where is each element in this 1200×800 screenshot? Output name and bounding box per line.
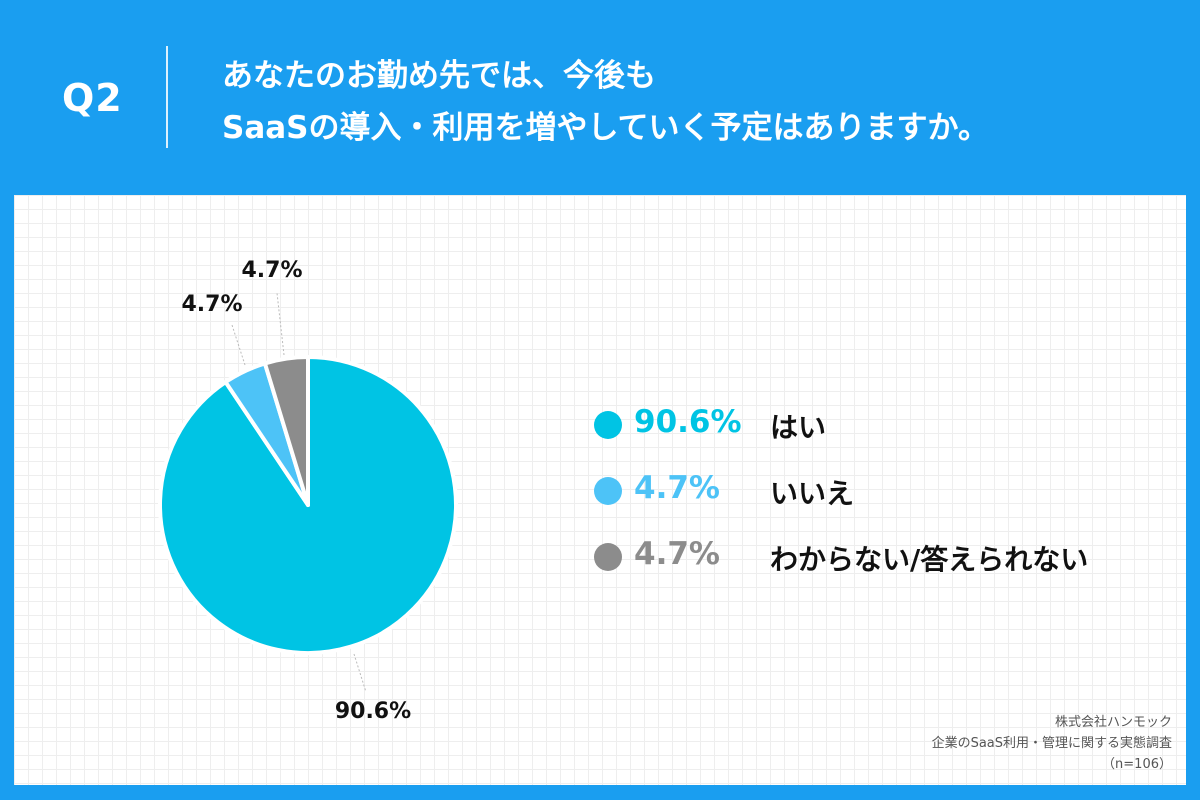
data-label: 90.6% bbox=[335, 699, 411, 724]
legend-swatch bbox=[594, 477, 622, 505]
question-title-line-1: あなたのお勤め先では、今後も bbox=[222, 58, 656, 94]
legend-swatch bbox=[594, 543, 622, 571]
data-label: 4.7% bbox=[241, 258, 302, 283]
header-divider bbox=[166, 46, 168, 148]
legend-label: わからない/答えられない bbox=[770, 543, 1089, 576]
pie-slice-unknown bbox=[262, 355, 310, 507]
legend-swatch bbox=[594, 411, 622, 439]
data-label: 4.7% bbox=[181, 292, 242, 317]
source-survey: 企業のSaaS利用・管理に関する実態調査 bbox=[931, 736, 1172, 751]
legend-value: 90.6% bbox=[634, 404, 742, 440]
legend-label: はい bbox=[770, 411, 827, 444]
question-title: あなたのお勤め先では、今後も SaaSの導入・利用を増やしていく予定はありますか… bbox=[222, 50, 989, 154]
header: Q2 あなたのお勤め先では、今後も SaaSの導入・利用を増やしていく予定はあり… bbox=[0, 0, 1200, 195]
source-sample: （n=106） bbox=[1102, 757, 1172, 772]
source-note: 株式会社ハンモック 企業のSaaS利用・管理に関する実態調査 （n=106） bbox=[932, 712, 1172, 775]
leader-line bbox=[276, 292, 285, 356]
leader-line bbox=[353, 653, 367, 693]
source-company: 株式会社ハンモック bbox=[1054, 715, 1172, 730]
legend-value: 4.7% bbox=[634, 536, 720, 572]
leader-line bbox=[231, 324, 246, 366]
legend-value: 4.7% bbox=[634, 470, 720, 506]
legend-label: いいえ bbox=[770, 477, 855, 510]
question-number: Q2 bbox=[62, 76, 123, 120]
question-title-line-2: SaaSの導入・利用を増やしていく予定はありますか。 bbox=[222, 110, 989, 146]
